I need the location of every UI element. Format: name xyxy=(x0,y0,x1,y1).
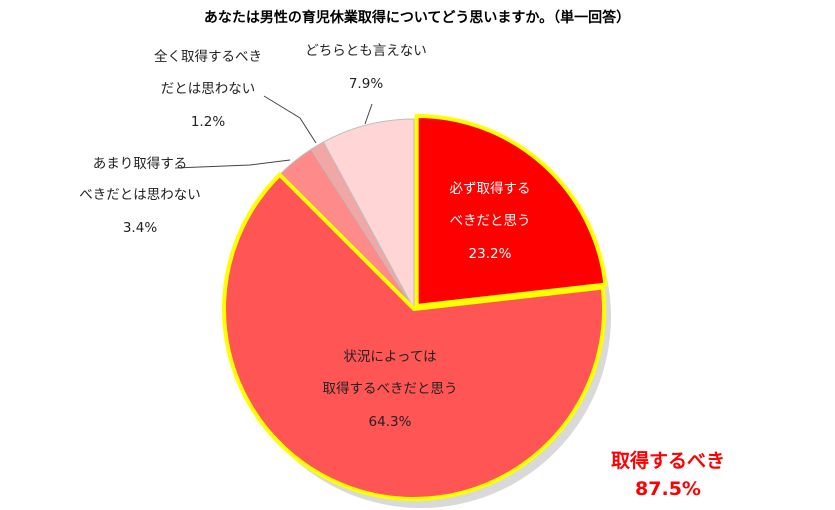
pie-slices xyxy=(222,114,608,501)
slice-label-2-line-1: べきだとは思わない xyxy=(79,187,201,203)
slice-label-1-line-0: 状況によっては xyxy=(343,349,436,365)
slice-label-1-line-1: 取得するべきだと思う xyxy=(323,380,458,397)
pie-slice-0 xyxy=(414,114,608,309)
slice-value-3: 1.2% xyxy=(191,114,225,130)
slice-value-0: 23.2% xyxy=(469,246,512,262)
slice-value-2: 3.4% xyxy=(123,220,157,236)
pie-slice-4 xyxy=(322,118,415,310)
slice-value-1: 64.3% xyxy=(369,414,412,430)
leader-line-slice-2 xyxy=(174,159,291,169)
slice-label-3-line-0: 全く取得するべき xyxy=(154,48,262,65)
chart-title: あなたは男性の育児休業取得についてどう思いますか。（単一回答） xyxy=(204,9,630,26)
slice-label-4-line-0: どちらとも言えない xyxy=(305,43,427,59)
slice-label-0-line-0: 必ず取得する xyxy=(450,180,531,197)
total-annotation-label: 取得するべき xyxy=(611,449,725,472)
total-annotation-value: 87.5% xyxy=(635,478,701,500)
slice-value-4: 7.9% xyxy=(349,76,383,92)
slice-label-0-line-1: べきだと思う xyxy=(450,213,531,229)
leader-line-slice-4 xyxy=(364,103,373,125)
slice-label-3-line-1: だとは思わない xyxy=(161,81,256,97)
slice-label-2-line-0: あまり取得する xyxy=(93,155,188,172)
pie-slice-1 xyxy=(222,171,606,501)
leader-line-slice-3 xyxy=(263,95,317,144)
